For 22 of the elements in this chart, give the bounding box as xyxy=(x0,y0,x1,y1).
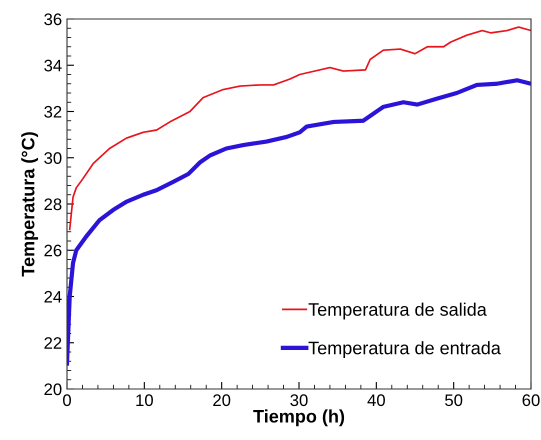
y-tick-label: 22 xyxy=(44,337,62,349)
y-tick-label: 36 xyxy=(44,13,62,26)
x-tick-label: 60 xyxy=(522,394,540,406)
x-tick-label: 0 xyxy=(63,394,71,406)
y-tick-label: 28 xyxy=(44,198,62,210)
x-tick-label: 10 xyxy=(136,394,153,406)
y-tick-label: 24 xyxy=(44,290,62,303)
y-tick-label: 26 xyxy=(44,244,62,256)
legend-label: Temperatura de entrada xyxy=(308,341,501,358)
y-tick-label: 30 xyxy=(44,152,62,164)
x-axis-title: Tiempo (h) xyxy=(253,409,344,426)
y-axis-title: Temperatura (°C) xyxy=(21,132,38,276)
y-tick-label: 34 xyxy=(44,60,62,72)
x-tick-label: 40 xyxy=(367,394,385,406)
y-tick-label: 32 xyxy=(44,106,62,118)
x-tick-label: 20 xyxy=(213,394,230,406)
x-tick-label: 50 xyxy=(445,394,462,406)
y-tick-label: 20 xyxy=(44,383,62,396)
legend-label: Temperatura de salida xyxy=(308,302,487,320)
x-tick-label: 30 xyxy=(290,394,308,406)
line-series xyxy=(67,78,531,366)
line-series xyxy=(68,26,531,230)
